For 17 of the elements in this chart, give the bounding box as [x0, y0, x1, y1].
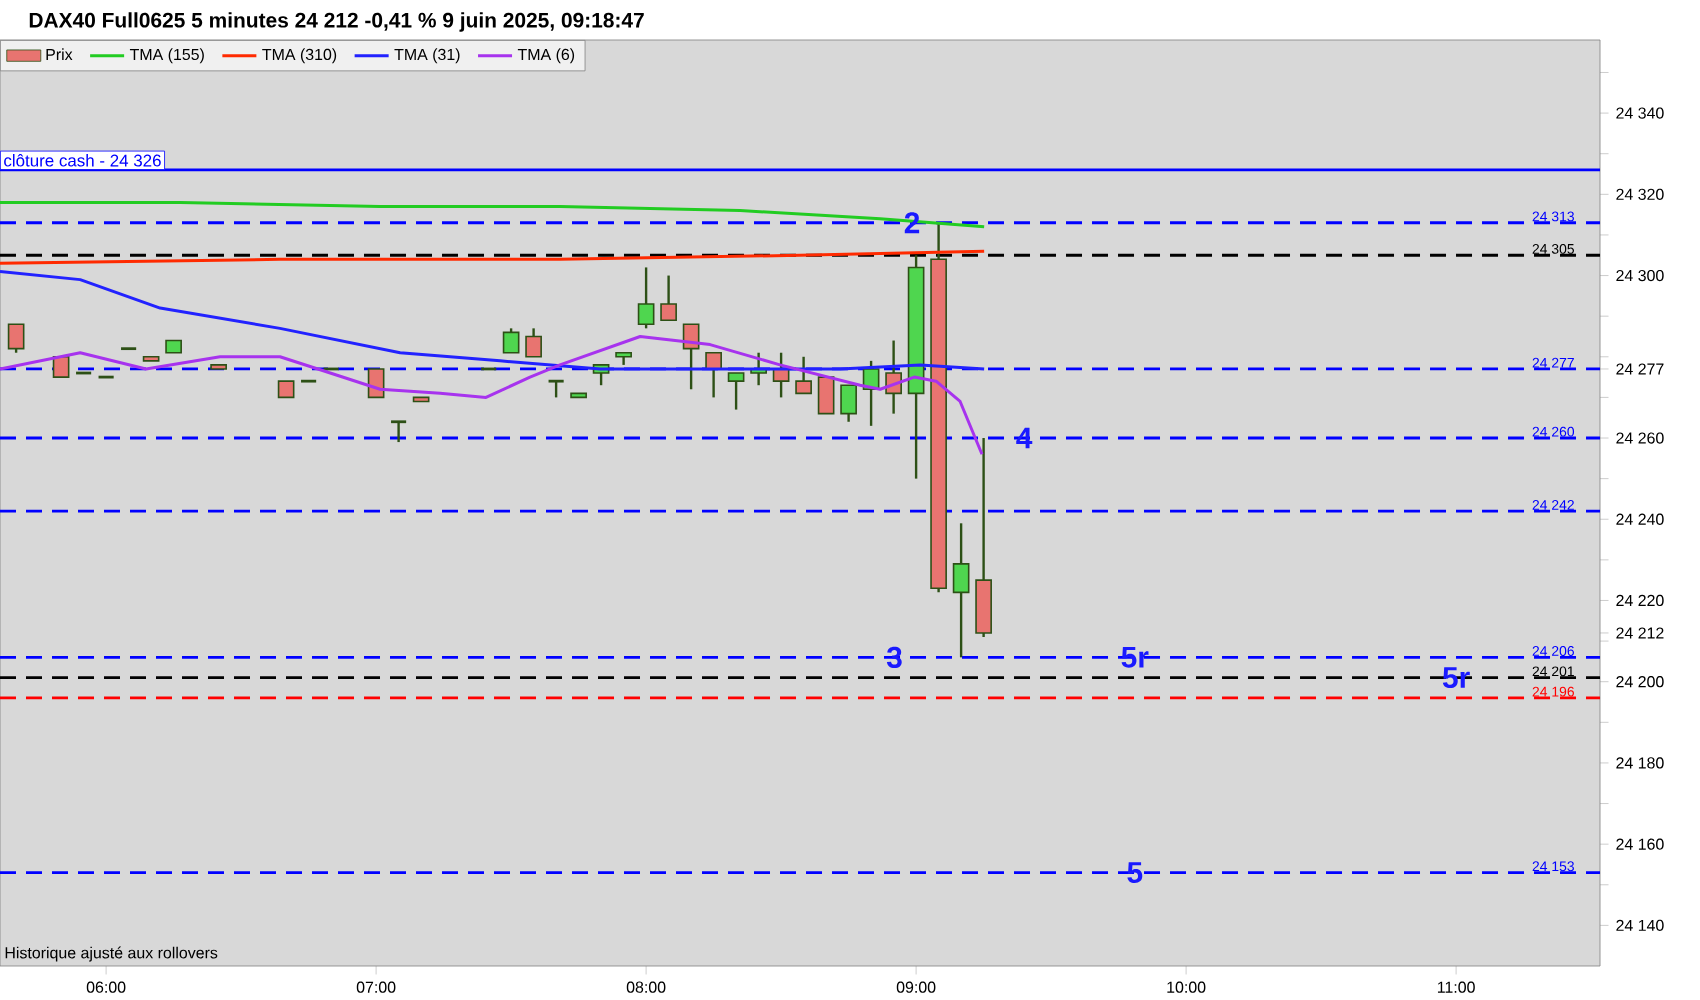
ref-line-label: clôture cash - 24 326 — [4, 154, 161, 167]
candlestick — [840, 384, 857, 423]
candlestick — [367, 368, 385, 399]
line-series — [0, 249, 986, 265]
candlestick — [389, 420, 408, 444]
chart-title: DAX40 Full0625 5 minutes 24 212 -0,41 % 9 juin 2025, 09:18:47 — [29, 12, 644, 32]
candlestick — [7, 323, 25, 354]
line-series — [0, 334, 984, 456]
candlestick — [727, 371, 745, 411]
candlestick — [637, 266, 655, 330]
candlestick — [817, 376, 835, 415]
candlestick — [525, 327, 542, 358]
candlestick — [952, 522, 970, 659]
candlestick — [502, 327, 520, 354]
candlestick — [795, 355, 812, 395]
candlestick — [660, 274, 677, 322]
annotation: 5 — [1127, 862, 1143, 883]
